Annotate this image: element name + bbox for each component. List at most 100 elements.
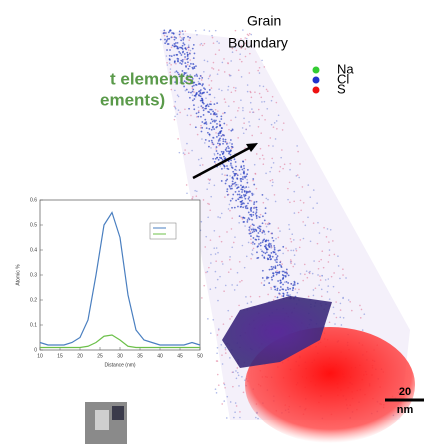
atom [164, 38, 166, 41]
atom [274, 259, 277, 261]
atom [201, 138, 203, 140]
atom [220, 135, 223, 137]
atom [268, 245, 271, 248]
atom [271, 232, 273, 235]
atom [261, 215, 264, 218]
atom [247, 241, 250, 244]
atom [267, 239, 270, 242]
atom [254, 212, 257, 215]
atom [209, 108, 212, 111]
atom [257, 232, 260, 234]
atom [226, 178, 229, 181]
atom [283, 163, 286, 166]
atom [241, 186, 244, 189]
atom [240, 38, 242, 40]
atom [342, 268, 344, 271]
atom [271, 95, 274, 98]
atom [200, 105, 203, 108]
atom [218, 49, 220, 51]
atom [214, 157, 217, 160]
atom [252, 179, 254, 182]
atom [292, 287, 295, 289]
atom [246, 207, 249, 210]
atom [208, 75, 211, 78]
atom [220, 240, 223, 243]
atom [228, 184, 231, 187]
atom [255, 217, 258, 219]
atom [342, 317, 345, 319]
atom [248, 72, 251, 74]
atom [226, 165, 228, 167]
atom [244, 158, 247, 161]
atom [213, 128, 216, 131]
atom [243, 202, 245, 205]
atom [240, 76, 243, 78]
atom [178, 151, 181, 154]
atom [328, 298, 331, 300]
atom [231, 284, 233, 286]
atom [264, 223, 267, 225]
atom [184, 56, 186, 58]
atom [181, 60, 184, 63]
atom [252, 247, 255, 250]
legend-label: S [337, 81, 346, 96]
atom [245, 204, 248, 207]
atom [321, 250, 324, 253]
atom [232, 371, 235, 373]
atom [203, 284, 206, 287]
atom [247, 191, 250, 193]
atom [218, 138, 221, 141]
atom [214, 113, 217, 116]
atom [178, 30, 181, 33]
atom [181, 59, 184, 61]
atom [268, 222, 271, 225]
atom [236, 271, 239, 274]
atom [339, 277, 341, 280]
legend-label: Cl [337, 71, 349, 86]
atom [251, 192, 253, 195]
atom [339, 316, 342, 319]
atom [214, 270, 217, 273]
atom [177, 109, 180, 111]
atom [192, 63, 195, 65]
atom [183, 153, 186, 156]
atom [231, 217, 234, 219]
atom [238, 190, 240, 193]
atom [176, 53, 179, 56]
atom [233, 206, 236, 209]
atom [226, 193, 229, 196]
atom [309, 270, 311, 273]
y-tick-label: 0.4 [30, 247, 37, 253]
atom [314, 287, 317, 290]
atom [335, 301, 337, 303]
atom [186, 63, 189, 66]
atom [312, 189, 315, 191]
atom [293, 263, 296, 265]
atom [205, 97, 207, 100]
atom [166, 38, 169, 40]
atom [282, 295, 285, 298]
atom [279, 249, 281, 252]
atom [234, 89, 237, 92]
atom [249, 230, 251, 233]
atom [261, 193, 264, 196]
atom [225, 417, 228, 419]
atom [245, 296, 247, 298]
atom [271, 184, 274, 187]
atom [215, 247, 218, 249]
atom [223, 98, 226, 100]
atom [272, 126, 275, 128]
atom [189, 73, 192, 76]
atom [189, 49, 192, 52]
atom [221, 152, 224, 155]
atom [327, 261, 330, 263]
atom [217, 140, 220, 142]
atom [211, 141, 214, 144]
atom [276, 127, 278, 130]
atom [273, 285, 276, 288]
atom [243, 167, 246, 170]
atom [216, 156, 219, 159]
atom [220, 180, 223, 182]
atom [179, 82, 182, 84]
